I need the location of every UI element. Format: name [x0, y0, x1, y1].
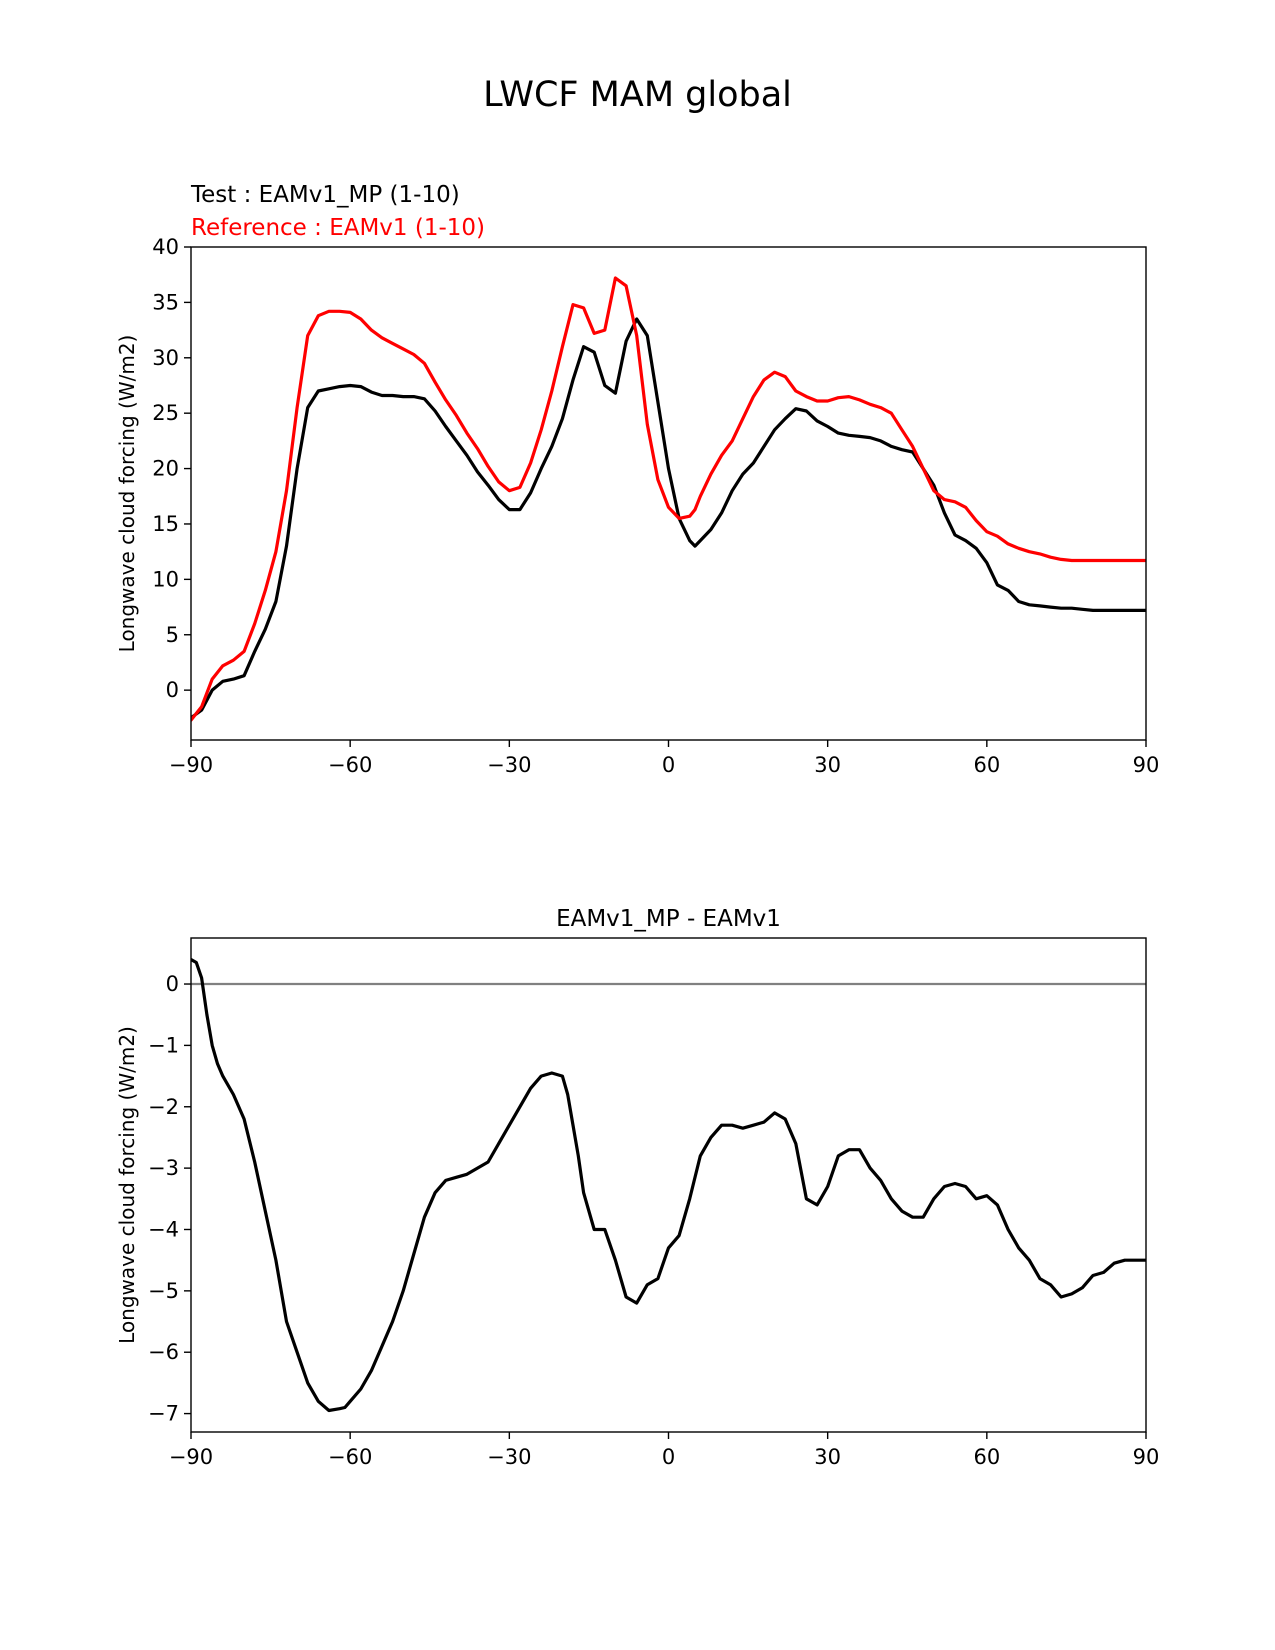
- y-tick-label: 0: [166, 678, 179, 702]
- figure-title: LWCF MAM global: [483, 75, 792, 115]
- y-tick-label: −5: [148, 1279, 179, 1303]
- x-tick-label: −90: [169, 1445, 213, 1469]
- y-tick-label: −6: [148, 1340, 179, 1364]
- annotation-reference: Reference : EAMv1 (1-10): [191, 215, 485, 241]
- x-tick-label: −30: [487, 1445, 531, 1469]
- x-tick-label: −60: [328, 1445, 372, 1469]
- y-tick-label: −7: [148, 1402, 179, 1426]
- series-line-difference: [191, 957, 1146, 1413]
- x-tick-label: 0: [662, 753, 675, 777]
- y-tick-label: 15: [152, 512, 179, 536]
- y-tick-label: −1: [148, 1033, 179, 1057]
- x-tick-label: 90: [1133, 753, 1160, 777]
- x-tick-label: 60: [973, 1445, 1000, 1469]
- bottom-panel: EAMv1_MP - EAMv1 −90 −60 −30 0 30 60 90 0 −1 −2 −3 −…: [115, 906, 1159, 1469]
- y-tick-label: −3: [148, 1156, 179, 1180]
- y-tick-label: 40: [152, 235, 179, 259]
- y-tick-label: 5: [166, 623, 179, 647]
- series-line-reference: [191, 276, 1146, 722]
- y-tick-label: 20: [152, 457, 179, 481]
- x-tick-label: −30: [487, 753, 531, 777]
- top-panel: Test : EAMv1_MP (1-10) Reference : EAMv1 …: [115, 182, 1159, 777]
- x-tick-label: −90: [169, 753, 213, 777]
- x-tick-label: 0: [662, 1445, 675, 1469]
- y-axis-label: Longwave cloud forcing (W/m2): [115, 335, 139, 653]
- annotation-test: Test : EAMv1_MP (1-10): [190, 182, 460, 208]
- y-axis-label: Longwave cloud forcing (W/m2): [115, 1026, 139, 1344]
- y-tick-label: 25: [152, 401, 179, 425]
- y-tick-label: 10: [152, 567, 179, 591]
- axes-frame: [190, 246, 1147, 741]
- y-tick-label: −2: [148, 1095, 179, 1119]
- x-tick-label: 60: [973, 753, 1000, 777]
- x-tick-label: 90: [1133, 1445, 1160, 1469]
- y-tick-label: 30: [152, 346, 179, 370]
- y-tick-label: 35: [152, 290, 179, 314]
- y-tick-label: −4: [148, 1217, 179, 1241]
- series-line-test: [191, 317, 1146, 720]
- x-tick-label: 30: [814, 1445, 841, 1469]
- x-tick-label: −60: [328, 753, 372, 777]
- y-tick-label: 0: [166, 972, 179, 996]
- axes-frame: [190, 937, 1147, 1433]
- panel-title: EAMv1_MP - EAMv1: [556, 906, 781, 932]
- x-tick-label: 30: [814, 753, 841, 777]
